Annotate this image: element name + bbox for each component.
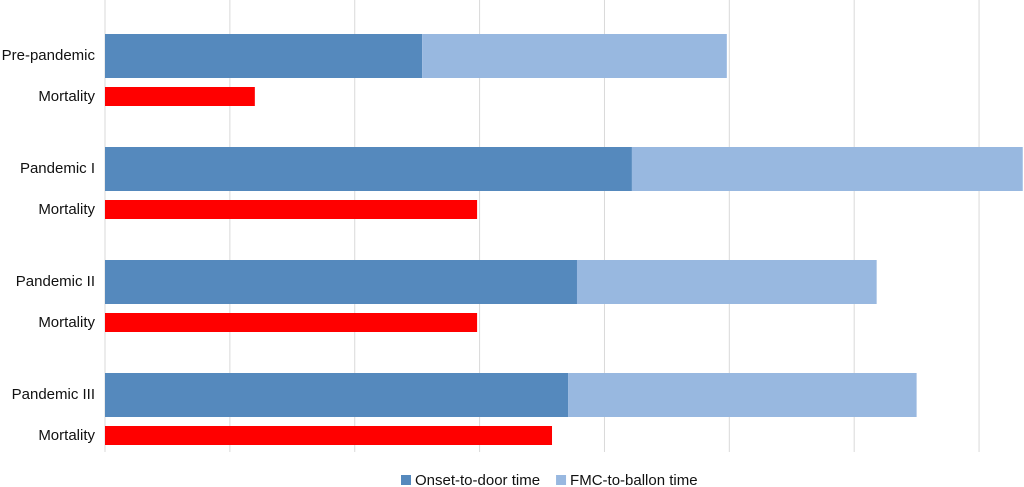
- bar-segment: [422, 34, 727, 78]
- bar-segment: [105, 34, 423, 78]
- bar-segment: [105, 373, 569, 417]
- y-tick-label: Pandemic I: [20, 160, 95, 177]
- mortality-label: Mortality: [38, 88, 95, 105]
- legend-label: FMC-to-ballon time: [570, 472, 698, 487]
- bar-segment: [631, 147, 1023, 191]
- bar-segment: [568, 373, 917, 417]
- bar-segment: [105, 147, 632, 191]
- mortality-bar: [105, 200, 478, 219]
- legend-swatch: [401, 475, 411, 485]
- mortality-bar: [105, 313, 478, 332]
- legend-label: Onset-to-door time: [415, 472, 540, 487]
- y-tick-label: Pre-pandemic: [2, 47, 96, 64]
- legend-swatch: [556, 475, 567, 485]
- bar-segment: [576, 260, 877, 304]
- bar-segment: [105, 260, 577, 304]
- mortality-bar: [105, 426, 553, 445]
- mortality-label: Mortality: [38, 201, 95, 218]
- y-tick-label: Pandemic III: [12, 386, 95, 403]
- mortality-bar: [105, 87, 255, 106]
- mortality-label: Mortality: [38, 427, 95, 444]
- mortality-label: Mortality: [38, 314, 95, 331]
- y-tick-label: Pandemic II: [16, 273, 95, 290]
